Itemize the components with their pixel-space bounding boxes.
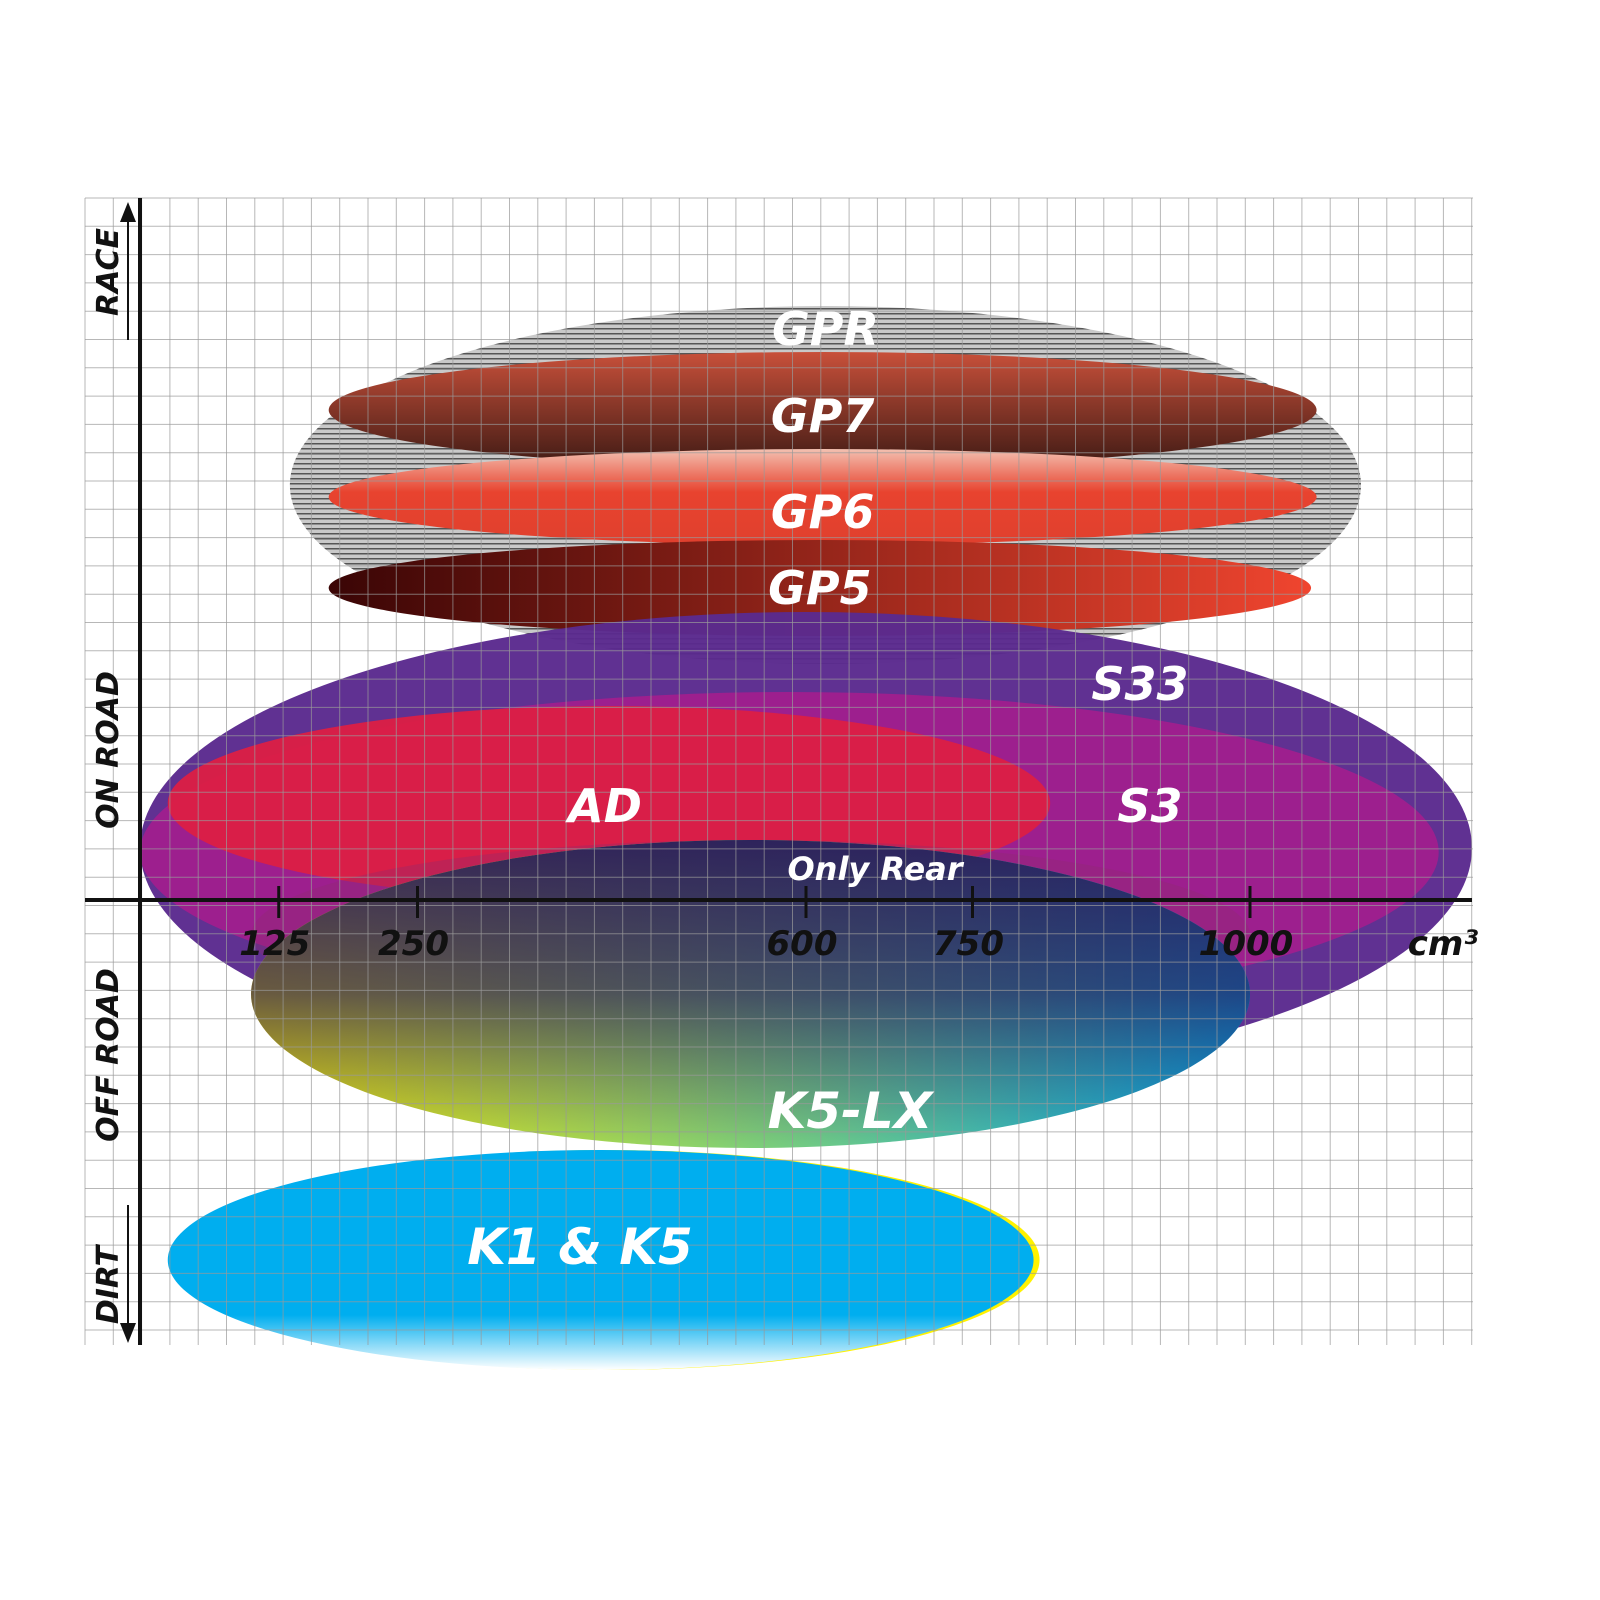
range-label-only-rear: Only Rear: [787, 850, 964, 888]
range-ellipse-k1-k5: [167, 1150, 1034, 1370]
range-label-k5-lx: K5-LX: [768, 1082, 935, 1140]
x-tick-label: 600: [767, 924, 838, 964]
range-label-s33: S33: [1091, 657, 1188, 711]
x-tick-label: 1000: [1199, 924, 1294, 964]
arrow-up-icon: [120, 202, 136, 222]
range-ellipse-gp5: [328, 540, 1312, 636]
range-label-gp7: GP7: [771, 389, 874, 443]
range-label-gp6: GP6: [771, 485, 874, 539]
x-axis-unit: cm³: [1408, 924, 1479, 964]
y-category-on-road: ON ROAD: [91, 671, 126, 829]
y-category-race: RACE: [91, 228, 126, 316]
y-category-dirt: DIRT: [91, 1243, 126, 1324]
grid: [84, 197, 1473, 1345]
range-label-s3: S3: [1117, 779, 1182, 833]
range-label-ad: AD: [565, 779, 642, 833]
range-label-gpr: GPR: [772, 302, 879, 356]
y-category-off-road: OFF ROAD: [91, 968, 126, 1142]
x-tick-label: 250: [378, 924, 449, 964]
arrow-down-icon: [120, 1323, 136, 1343]
x-tick-label: 750: [933, 924, 1004, 964]
range-ellipse-gp6: [328, 449, 1317, 545]
k5-lx-overlay: [251, 840, 1250, 1148]
range-label-k1-k5: K1 & K5: [467, 1218, 693, 1276]
range-ellipse-gp7: [328, 352, 1317, 468]
x-tick-label: 125: [239, 924, 310, 964]
range-label-gp5: GP5: [768, 561, 871, 615]
